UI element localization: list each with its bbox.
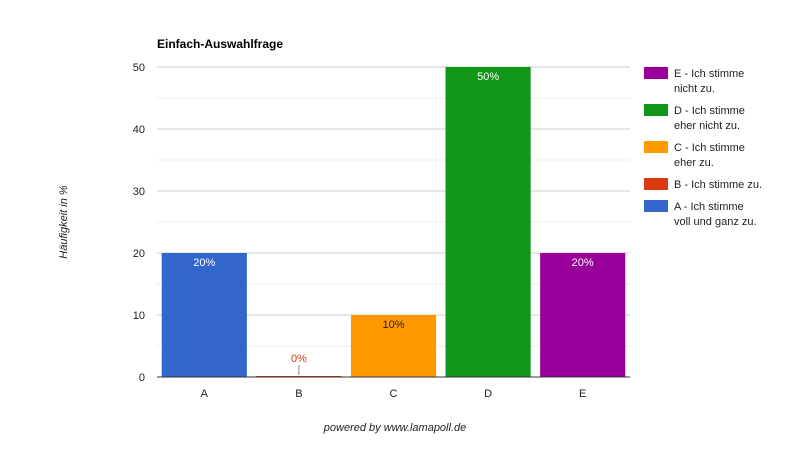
data-label-b: 0% <box>291 353 307 365</box>
y-tick-label: 0 <box>139 372 145 384</box>
footer-credit: powered by www.lamapoll.de <box>323 422 466 434</box>
data-label-e: 20% <box>572 257 594 269</box>
bar-e <box>540 253 626 377</box>
x-tick-label: C <box>390 388 398 400</box>
legend: E - Ich stimme nicht zu. D - Ich stimme ehe… <box>644 67 762 228</box>
y-tick-label: 50 <box>133 62 145 74</box>
legend-swatch <box>644 104 668 116</box>
legend-label: nicht zu. <box>674 83 715 95</box>
bar-c <box>350 315 437 377</box>
axes: 0 10 20 30 40 50 A B C D E <box>133 62 630 400</box>
legend-label: D - Ich stimme <box>674 105 745 117</box>
y-tick-label: 30 <box>133 186 145 198</box>
legend-label: B - Ich stimme zu. <box>674 179 762 191</box>
legend-label: eher zu. <box>674 157 714 169</box>
x-tick-label: A <box>201 388 209 400</box>
data-labels: 20% 0% 10% 50% 20% <box>193 71 594 375</box>
y-axis-label: Häufigkeit in % <box>58 185 70 259</box>
y-tick-label: 40 <box>133 124 145 136</box>
data-label-d: 50% <box>477 71 499 83</box>
legend-swatch <box>644 178 668 190</box>
legend-label: A - Ich stimme <box>674 201 744 213</box>
legend-swatch <box>644 200 668 212</box>
bars <box>161 67 626 377</box>
bar-d <box>445 67 531 377</box>
bar-a <box>161 253 247 377</box>
y-tick-label: 10 <box>133 310 145 322</box>
x-tick-label: B <box>295 388 302 400</box>
y-tick-label: 20 <box>133 248 145 260</box>
legend-swatch <box>644 67 668 79</box>
legend-swatch <box>644 141 668 153</box>
chart-title: Einfach-Auswahlfrage <box>157 37 283 51</box>
data-label-c: 10% <box>382 319 404 331</box>
legend-label: voll und ganz zu. <box>674 216 757 228</box>
x-tick-label: D <box>484 388 492 400</box>
x-tick-label: E <box>579 388 586 400</box>
legend-label: C - Ich stimme <box>674 142 745 154</box>
legend-label: E - Ich stimme <box>674 68 744 80</box>
legend-label: eher nicht zu. <box>674 120 740 132</box>
data-label-a: 20% <box>193 257 215 269</box>
